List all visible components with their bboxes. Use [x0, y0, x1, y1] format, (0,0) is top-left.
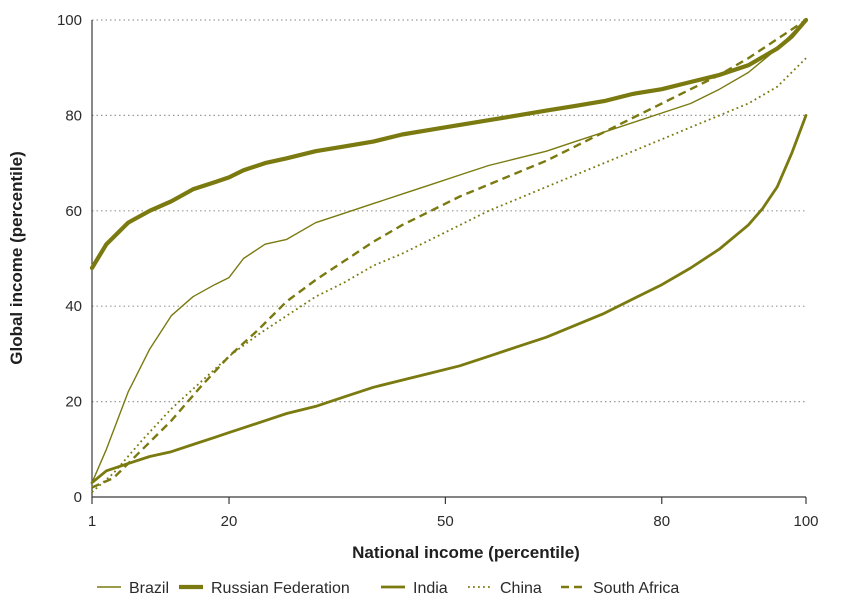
y-tick-label: 0	[74, 489, 82, 506]
gridlines	[92, 19, 806, 403]
legend-label: Brazil	[129, 580, 169, 597]
y-axis-title: Global income (percentile)	[7, 151, 26, 365]
legend-label: Russian Federation	[211, 580, 350, 597]
series-lines	[89, 17, 809, 493]
x-tick-label: 80	[653, 513, 670, 530]
legend-label: India	[413, 580, 448, 597]
y-tick-label: 40	[65, 298, 82, 315]
series-line-china	[91, 57, 807, 493]
y-tick-labels: 0 20 40 60 80 100	[57, 12, 82, 506]
axes	[91, 20, 806, 498]
series-line-russian-federation	[89, 17, 809, 271]
y-tick-label: 60	[65, 203, 82, 220]
legend: Brazil Russian Federation India China South …	[97, 580, 679, 597]
series-line-india	[90, 114, 808, 485]
x-tick-label: 50	[437, 513, 454, 530]
y-tick-label: 100	[57, 12, 82, 29]
x-tick-label: 20	[221, 513, 238, 530]
y-tick-label: 20	[65, 394, 82, 411]
series-line-brazil	[91, 19, 807, 484]
x-tick-label: 100	[793, 513, 818, 530]
legend-label: South Africa	[593, 580, 679, 597]
y-tick-label: 80	[65, 107, 82, 124]
x-tick-labels: 1 20 50 80 100	[88, 497, 819, 530]
series-line-south-africa	[91, 18, 807, 489]
x-axis-title: National income (percentile)	[352, 543, 580, 562]
legend-label: China	[500, 580, 542, 597]
x-tick-label: 1	[88, 513, 96, 530]
